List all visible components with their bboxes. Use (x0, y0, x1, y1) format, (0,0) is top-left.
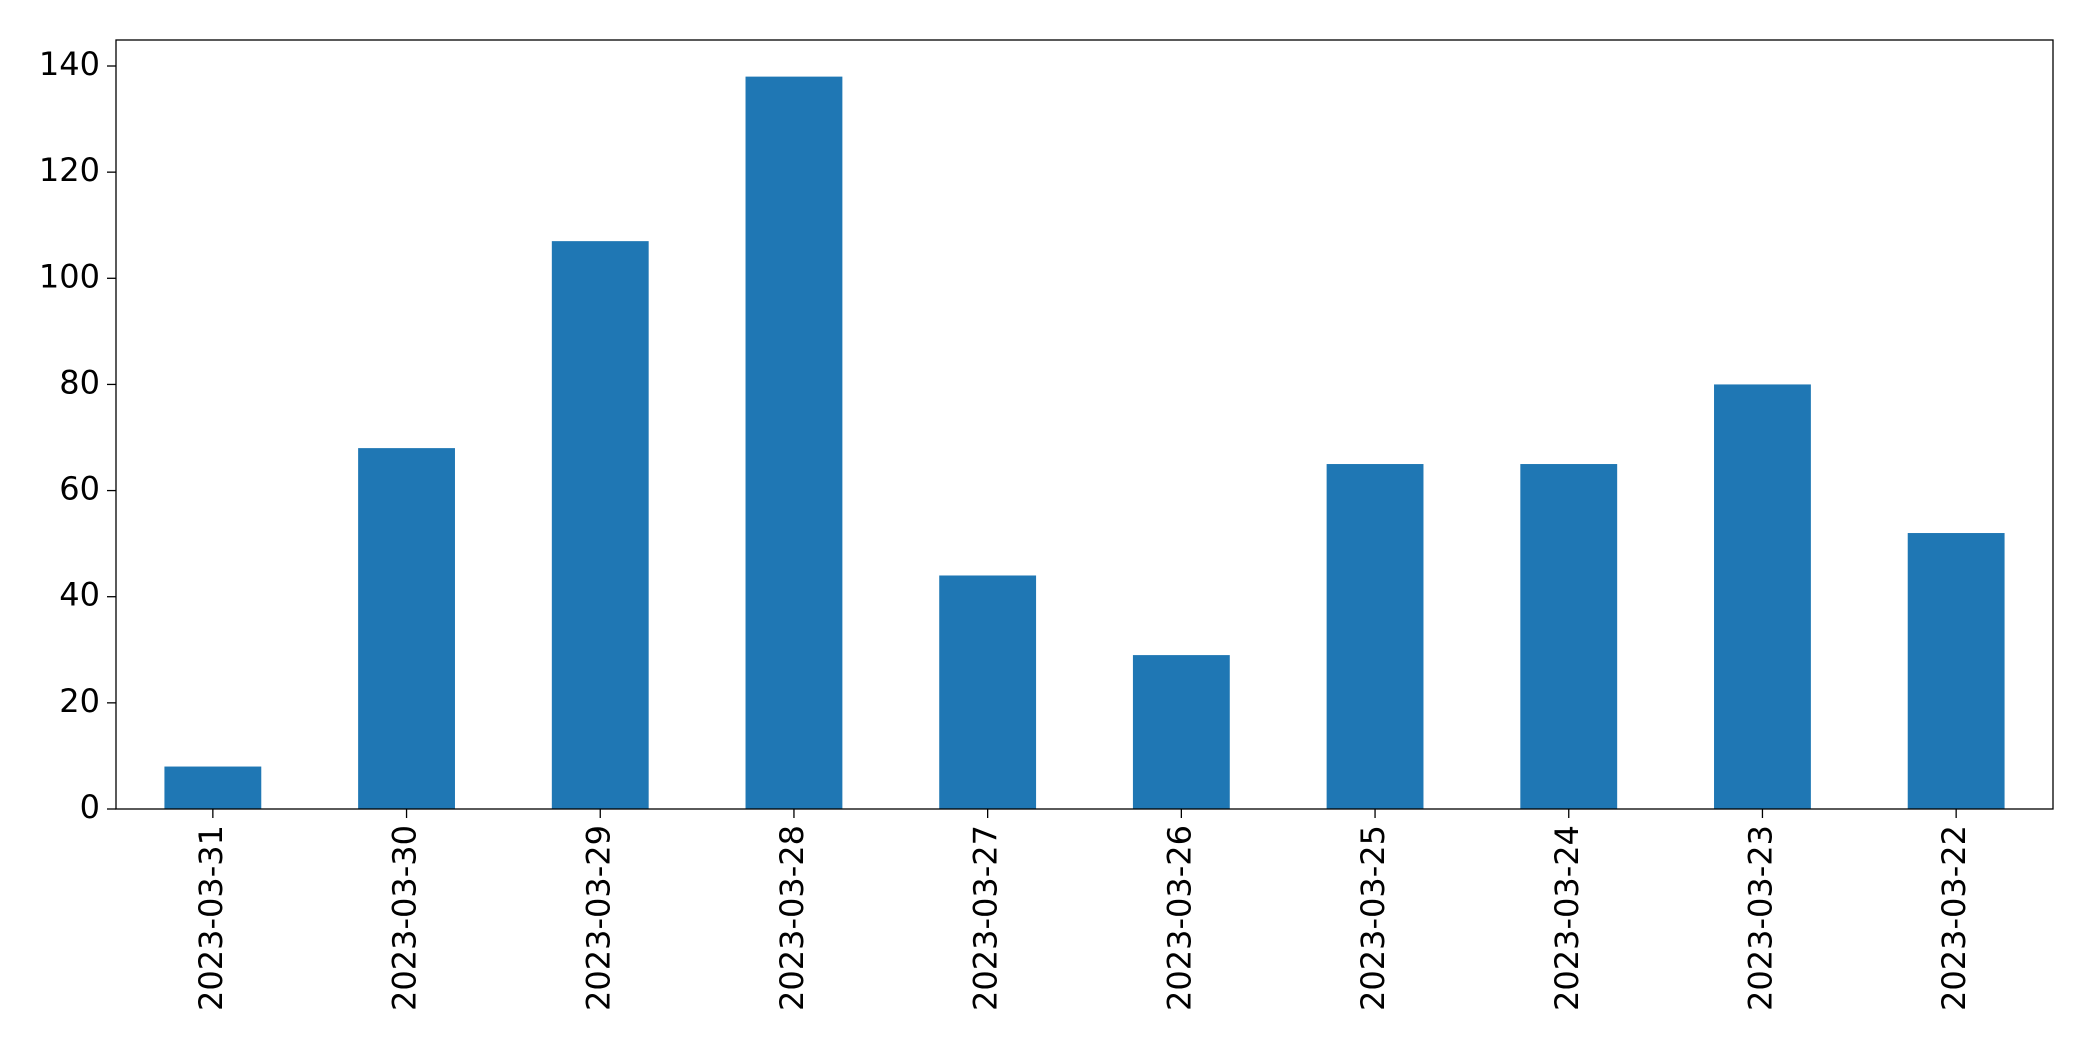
bar (1907, 533, 2005, 809)
x-tick-label: 2023-03-28 (773, 825, 811, 1011)
x-tick-label: 2023-03-30 (386, 825, 424, 1011)
y-tick-label: 0 (80, 788, 100, 826)
x-tick-label: 2023-03-27 (967, 825, 1005, 1011)
y-tick-label: 80 (59, 363, 100, 401)
bar (939, 575, 1037, 809)
bar (164, 766, 262, 809)
bar (1132, 655, 1230, 809)
y-tick-label: 40 (59, 576, 100, 614)
bar (1520, 464, 1618, 809)
x-tick-label: 2023-03-24 (1548, 825, 1586, 1011)
bar (1714, 384, 1811, 809)
y-tick-label: 60 (59, 470, 100, 508)
x-tick-label: 2023-03-22 (1935, 825, 1973, 1011)
x-tick-label: 2023-03-31 (192, 825, 230, 1011)
y-tick-label: 140 (39, 45, 100, 83)
bar (358, 448, 455, 809)
bar (745, 76, 843, 810)
y-tick-label: 20 (59, 682, 100, 720)
x-tick-label: 2023-03-23 (1741, 825, 1779, 1011)
x-tick-label: 2023-03-26 (1160, 825, 1198, 1011)
x-tick-label: 2023-03-25 (1354, 825, 1392, 1011)
x-tick-label: 2023-03-29 (579, 825, 617, 1011)
y-tick-label: 100 (39, 257, 100, 295)
bar (551, 241, 649, 809)
y-tick-label: 120 (39, 151, 100, 189)
bar (1326, 464, 1424, 809)
plot-frame (115, 39, 2054, 810)
